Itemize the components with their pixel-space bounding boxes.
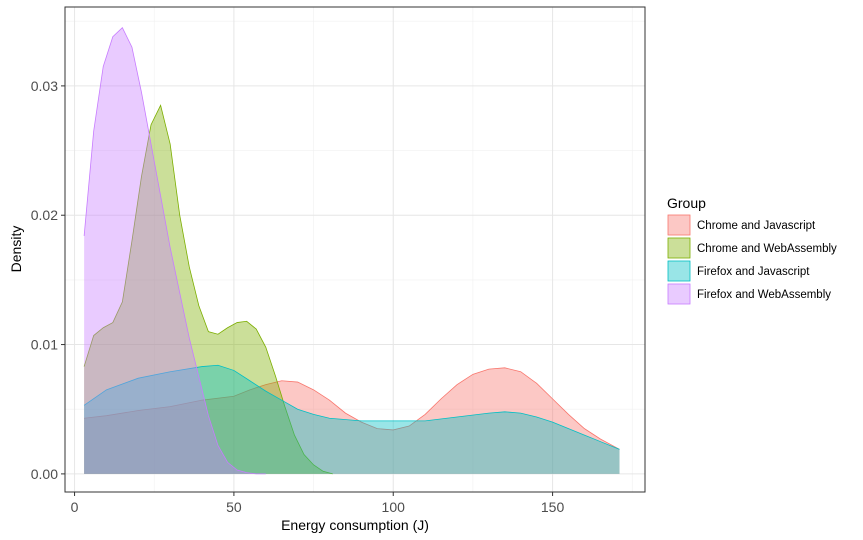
plot-panel-border xyxy=(64,6,646,493)
grid-minor xyxy=(65,7,645,492)
legend-key-firefox-and-javascript xyxy=(667,260,691,282)
legend-label-firefox-and-javascript: Firefox and Javascript xyxy=(697,266,810,278)
x-tick-label: 0 xyxy=(71,499,79,515)
legend: Group Chrome and Javascript Chrome and We… xyxy=(667,195,837,305)
x-tick-label: 100 xyxy=(382,499,406,515)
line-chrome-and-webassembly xyxy=(83,104,333,475)
y-axis: 0.00 0.01 0.02 0.03 xyxy=(31,78,65,482)
plot-panel-background xyxy=(65,7,645,492)
area-firefox-and-webassembly xyxy=(84,27,266,474)
line-firefox-and-javascript xyxy=(83,364,620,450)
x-axis-title: Energy consumption (J) xyxy=(281,517,429,533)
y-tick-label: 0.02 xyxy=(31,207,58,223)
legend-key-background xyxy=(667,237,691,259)
area-chrome-and-webassembly xyxy=(84,105,333,474)
density-areas xyxy=(83,27,620,475)
legend-key-firefox-and-webassembly xyxy=(667,283,691,305)
legend-key-background xyxy=(667,283,691,305)
line-chrome-and-javascript xyxy=(84,367,620,450)
y-tick-label: 0.00 xyxy=(31,466,58,482)
y-tick-label: 0.03 xyxy=(31,78,58,94)
legend-key-chrome-and-webassembly xyxy=(667,237,691,259)
area-chrome-and-javascript xyxy=(84,367,620,474)
legend-title: Group xyxy=(667,195,706,211)
legend-label-firefox-and-webassembly: Firefox and WebAssembly xyxy=(697,289,831,301)
legend-key-background xyxy=(667,214,691,236)
x-tick-label: 50 xyxy=(226,499,242,515)
x-axis: 0 50 100 150 xyxy=(71,492,565,515)
area-firefox-and-javascript xyxy=(84,365,620,474)
y-axis-title: Density xyxy=(8,226,24,273)
x-tick-label: 150 xyxy=(541,499,565,515)
legend-label-chrome-and-webassembly: Chrome and WebAssembly xyxy=(697,243,837,255)
grid-major xyxy=(65,7,645,492)
line-firefox-and-webassembly xyxy=(83,27,266,475)
legend-key-chrome-and-javascript xyxy=(667,214,691,236)
legend-label-chrome-and-javascript: Chrome and Javascript xyxy=(697,220,816,232)
legend-key-background xyxy=(667,260,691,282)
y-tick-label: 0.01 xyxy=(31,337,58,353)
